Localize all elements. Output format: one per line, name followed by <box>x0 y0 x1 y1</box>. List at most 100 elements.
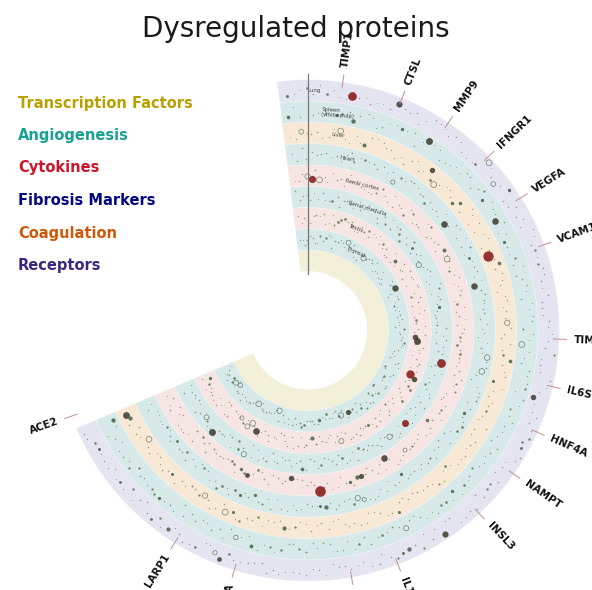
Point <box>465 242 475 252</box>
Point <box>316 212 325 221</box>
Point <box>211 483 221 493</box>
Point <box>207 526 216 535</box>
Point <box>370 207 379 217</box>
Point <box>480 295 489 304</box>
Point <box>456 375 465 385</box>
Point <box>420 330 429 340</box>
Point <box>332 432 342 441</box>
Point <box>261 408 271 417</box>
Point <box>529 224 538 234</box>
Point <box>187 481 197 491</box>
Point <box>427 204 436 214</box>
Point <box>272 496 282 505</box>
Text: Liver: Liver <box>332 132 346 139</box>
Point <box>485 480 495 489</box>
Point <box>343 246 352 255</box>
Point <box>445 160 454 170</box>
Point <box>190 407 200 417</box>
Point <box>526 240 535 250</box>
Point <box>407 156 417 165</box>
Point <box>321 502 331 512</box>
Point <box>303 84 312 93</box>
Point <box>381 361 390 371</box>
Point <box>240 489 249 498</box>
Point <box>244 397 253 407</box>
Point <box>461 444 471 453</box>
Point <box>413 362 422 371</box>
Point <box>474 414 483 424</box>
Point <box>426 233 436 242</box>
Point <box>410 333 420 342</box>
Point <box>367 266 377 276</box>
Point <box>287 462 296 471</box>
Point <box>293 211 303 221</box>
Point <box>165 425 174 435</box>
Point <box>311 165 320 175</box>
Point <box>371 188 381 198</box>
Point <box>397 314 406 323</box>
Point <box>359 494 369 504</box>
Polygon shape <box>234 250 388 411</box>
Point <box>258 521 267 530</box>
Point <box>413 166 422 176</box>
Point <box>234 517 244 526</box>
Point <box>383 510 392 519</box>
Point <box>155 417 165 426</box>
Point <box>126 413 135 422</box>
Point <box>170 523 180 533</box>
Point <box>363 509 373 518</box>
Point <box>390 301 399 310</box>
Point <box>349 518 359 527</box>
Point <box>420 379 429 388</box>
Point <box>395 428 405 438</box>
Point <box>178 410 188 419</box>
Point <box>410 237 419 247</box>
Point <box>504 185 513 195</box>
Point <box>388 167 398 176</box>
Point <box>214 427 224 436</box>
Point <box>274 474 283 483</box>
Point <box>458 417 468 427</box>
Text: Transcription Factors: Transcription Factors <box>18 96 192 111</box>
Point <box>219 409 229 419</box>
Point <box>419 529 428 539</box>
Point <box>404 544 413 553</box>
Point <box>432 327 441 336</box>
Point <box>474 333 483 342</box>
Point <box>396 173 406 183</box>
Point <box>504 249 514 258</box>
Point <box>434 303 443 312</box>
Point <box>131 430 141 439</box>
Point <box>379 454 389 463</box>
Point <box>525 434 534 444</box>
Point <box>429 445 439 455</box>
Point <box>439 331 448 340</box>
Point <box>307 129 316 139</box>
Point <box>321 437 330 447</box>
Point <box>410 128 419 137</box>
Point <box>168 393 177 402</box>
Point <box>426 428 435 438</box>
Point <box>260 426 270 435</box>
Point <box>294 176 304 186</box>
Point <box>375 509 384 518</box>
Point <box>361 94 370 103</box>
Point <box>355 423 365 432</box>
Point <box>253 545 262 555</box>
Point <box>422 116 431 125</box>
Point <box>398 340 407 349</box>
Point <box>222 483 231 493</box>
Point <box>333 450 343 460</box>
Point <box>350 398 359 408</box>
Point <box>484 158 494 168</box>
Point <box>202 422 212 431</box>
Point <box>210 445 219 454</box>
Point <box>353 248 362 257</box>
Point <box>394 307 404 316</box>
Point <box>489 254 498 264</box>
Point <box>285 524 294 533</box>
Point <box>340 242 349 251</box>
Point <box>384 406 394 415</box>
Point <box>316 486 325 496</box>
Point <box>370 413 379 422</box>
